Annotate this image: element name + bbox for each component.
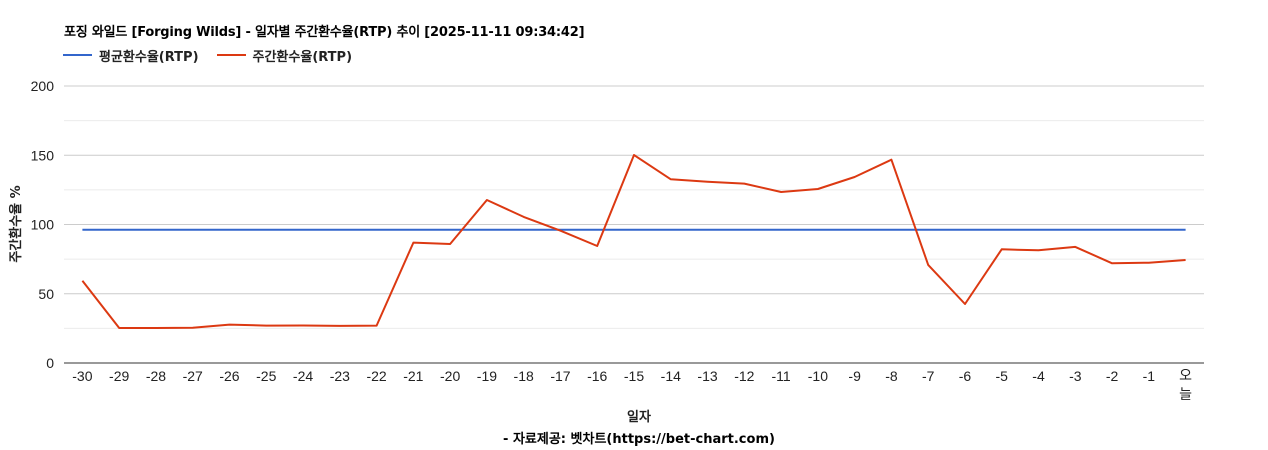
x-tick-label: -7: [922, 368, 935, 384]
x-tick-label: -15: [624, 368, 644, 384]
x-tick-label: -2: [1106, 368, 1119, 384]
x-tick-label: -21: [403, 368, 423, 384]
x-tick-label: -1: [1143, 368, 1156, 384]
x-tick-label: -30: [72, 368, 92, 384]
x-tick-label: -10: [808, 368, 828, 384]
chart-title: 포징 와일드 [Forging Wilds] - 일자별 주간환수율(RTP) …: [64, 25, 585, 40]
legend-line-icon: [63, 54, 92, 56]
x-tick-label: -12: [734, 368, 754, 384]
x-tick-label: -26: [219, 368, 239, 384]
x-tick-label: -29: [109, 368, 129, 384]
y-tick-label: 0: [46, 355, 54, 371]
legend-item-average-rtp[interactable]: 평균환수율(RTP): [63, 46, 199, 65]
x-tick-label: -5: [996, 368, 1009, 384]
x-tick-label: -22: [366, 368, 386, 384]
legend-line-icon: [216, 54, 246, 56]
legend-item-weekly-rtp[interactable]: 주간환수율(RTP): [216, 46, 353, 65]
y-axis-title: 주간환수율 %: [9, 185, 24, 263]
x-tick-label: -24: [293, 368, 313, 384]
x-tick-label: -13: [697, 368, 717, 384]
x-tick-label: -3: [1069, 368, 1082, 384]
x-tick-label: -14: [661, 368, 681, 384]
x-tick-label: -6: [959, 368, 972, 384]
x-tick-label: -8: [885, 368, 898, 384]
y-tick-label: 50: [38, 286, 54, 302]
source-credit: - 자료제공: 벳차트(https://bet-chart.com): [503, 432, 775, 447]
x-tick-label: 늘: [1179, 386, 1192, 402]
x-tick-label: -27: [183, 368, 203, 384]
x-tick-label: -17: [550, 368, 570, 384]
chart-legend: 평균환수율(RTP) 주간환수율(RTP): [63, 46, 370, 65]
x-tick-label: -18: [514, 368, 534, 384]
x-axis-title: 일자: [627, 410, 651, 425]
x-tick-label: -19: [477, 368, 497, 384]
series-weekly-rtp-line[interactable]: [81, 154, 1186, 329]
x-tick-label: -9: [848, 368, 861, 384]
x-tick-label: 오: [1179, 367, 1192, 383]
y-tick-label: 100: [31, 217, 55, 233]
x-tick-label: -11: [771, 368, 790, 384]
y-tick-label: 200: [31, 78, 55, 94]
x-tick-label: -25: [256, 368, 276, 384]
x-tick-label: -16: [587, 368, 607, 384]
x-tick-label: -4: [1032, 368, 1045, 384]
legend-label: 평균환수율(RTP): [99, 49, 199, 65]
x-tick-label: -23: [330, 368, 350, 384]
y-tick-label: 150: [31, 147, 55, 163]
x-tick-label: -20: [440, 368, 460, 384]
legend-label: 주간환수율(RTP): [252, 49, 353, 65]
x-tick-label: -28: [146, 368, 166, 384]
